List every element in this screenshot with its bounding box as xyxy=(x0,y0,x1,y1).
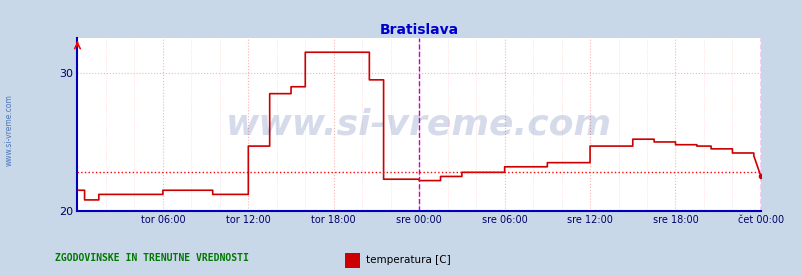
Text: www.si-vreme.com: www.si-vreme.com xyxy=(226,108,611,142)
Text: www.si-vreme.com: www.si-vreme.com xyxy=(5,94,14,166)
Text: temperatura [C]: temperatura [C] xyxy=(366,255,451,265)
Title: Bratislava: Bratislava xyxy=(379,23,458,37)
Text: ZGODOVINSKE IN TRENUTNE VREDNOSTI: ZGODOVINSKE IN TRENUTNE VREDNOSTI xyxy=(55,253,248,263)
